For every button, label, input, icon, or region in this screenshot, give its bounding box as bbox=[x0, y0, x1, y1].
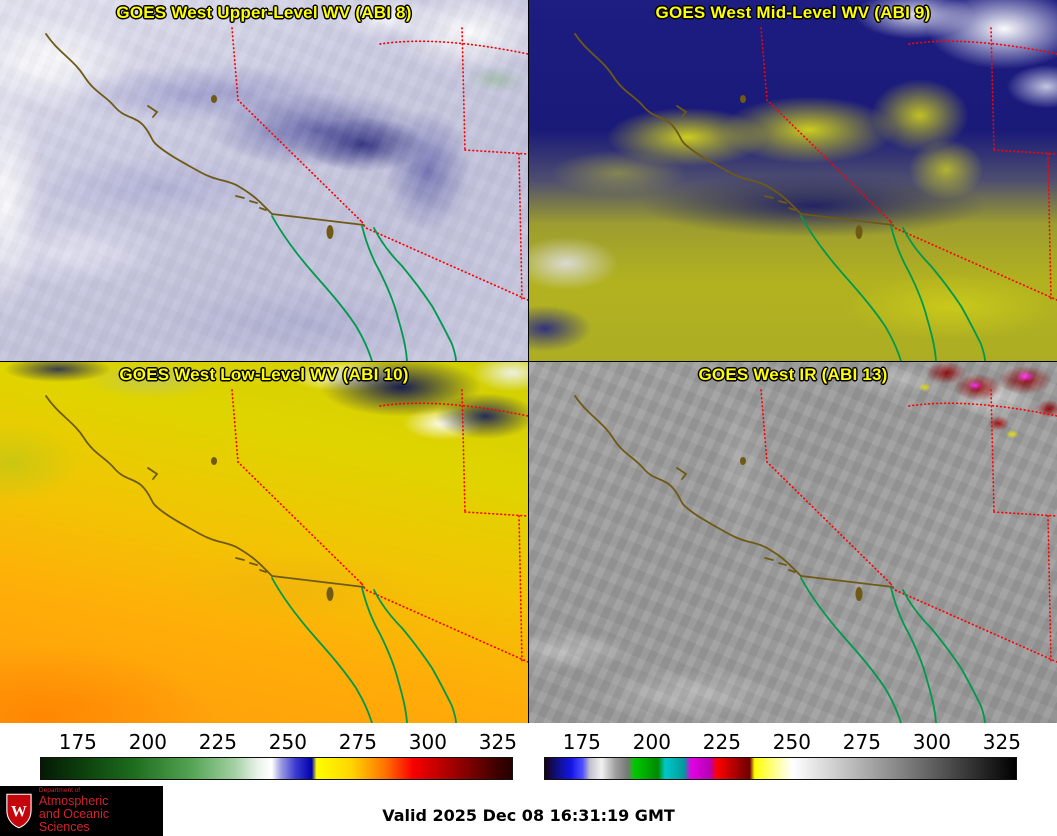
map-overlay bbox=[529, 362, 1057, 723]
colorbar-row: 175 200 225 250 275 300 325 175 200 225 250 275 300… bbox=[0, 723, 1057, 786]
upper-level-wv-imagery bbox=[0, 0, 528, 361]
quad-panel-satellite-grid: GOES West Upper-Level WV (ABI 8) GOES We… bbox=[0, 0, 1057, 723]
colorbar-tick-label: 325 bbox=[982, 730, 1021, 754]
wv-colorbar-gradient bbox=[40, 757, 513, 780]
panel-title: GOES West Low-Level WV (ABI 10) bbox=[119, 365, 409, 384]
colorbar-tick-label: 225 bbox=[702, 730, 741, 754]
low-level-wv-imagery bbox=[0, 362, 528, 723]
panel-title: GOES West Mid-Level WV (ABI 9) bbox=[655, 3, 931, 22]
colorbar-tick-label: 200 bbox=[128, 730, 167, 754]
colorbar-tick-label: 175 bbox=[562, 730, 601, 754]
colorbar-tick-label: 275 bbox=[842, 730, 881, 754]
wv-colorbar-ticks: 175 200 225 250 275 300 325 bbox=[40, 727, 517, 755]
uw-crest-icon: W bbox=[6, 793, 32, 829]
wv-colorbar: 175 200 225 250 275 300 325 bbox=[40, 727, 517, 782]
logo-text: Department of Atmospheric and Oceanic Sc… bbox=[38, 786, 163, 834]
logo-line2: and Oceanic Sciences bbox=[38, 806, 110, 834]
panel-mid-level-wv[interactable]: GOES West Mid-Level WV (ABI 9) bbox=[529, 0, 1057, 361]
panel-upper-level-wv[interactable]: GOES West Upper-Level WV (ABI 8) bbox=[0, 0, 528, 361]
map-overlay bbox=[0, 362, 528, 723]
map-overlay bbox=[0, 0, 528, 361]
imagery-texture bbox=[529, 362, 1057, 723]
colorbar-tick-label: 250 bbox=[772, 730, 811, 754]
panel-title: GOES West IR (ABI 13) bbox=[698, 365, 888, 384]
uw-aos-logo: W Department of Atmospheric and Oceanic … bbox=[0, 786, 163, 836]
colorbar-tick-label: 200 bbox=[632, 730, 671, 754]
colorbar-tick-label: 300 bbox=[408, 730, 447, 754]
crest-letter: W bbox=[11, 804, 27, 821]
valid-timestamp: Valid 2025 Dec 08 16:31:19 GMT bbox=[382, 806, 675, 825]
map-overlay bbox=[529, 0, 1057, 361]
colorbar-tick-label: 325 bbox=[478, 730, 517, 754]
footer: W Department of Atmospheric and Oceanic … bbox=[0, 786, 1057, 836]
ir-colorbar-gradient bbox=[544, 757, 1017, 780]
mid-level-wv-imagery bbox=[529, 0, 1057, 361]
panel-low-level-wv[interactable]: GOES West Low-Level WV (ABI 10) bbox=[0, 362, 528, 723]
colorbar-tick-label: 275 bbox=[338, 730, 377, 754]
logo-line1: Atmospheric bbox=[38, 793, 109, 808]
ir-imagery bbox=[529, 362, 1057, 723]
colorbar-tick-label: 225 bbox=[198, 730, 237, 754]
colorbar-tick-label: 175 bbox=[58, 730, 97, 754]
imagery-texture bbox=[0, 0, 528, 361]
panel-ir[interactable]: GOES West IR (ABI 13) bbox=[529, 362, 1057, 723]
logo-dept-prefix: Department of bbox=[38, 786, 81, 794]
panel-title: GOES West Upper-Level WV (ABI 8) bbox=[116, 3, 412, 22]
colorbar-tick-label: 300 bbox=[912, 730, 951, 754]
colorbar-tick-label: 250 bbox=[268, 730, 307, 754]
ir-colorbar-ticks: 175 200 225 250 275 300 325 bbox=[544, 727, 1021, 755]
ir-colorbar: 175 200 225 250 275 300 325 bbox=[544, 727, 1021, 782]
